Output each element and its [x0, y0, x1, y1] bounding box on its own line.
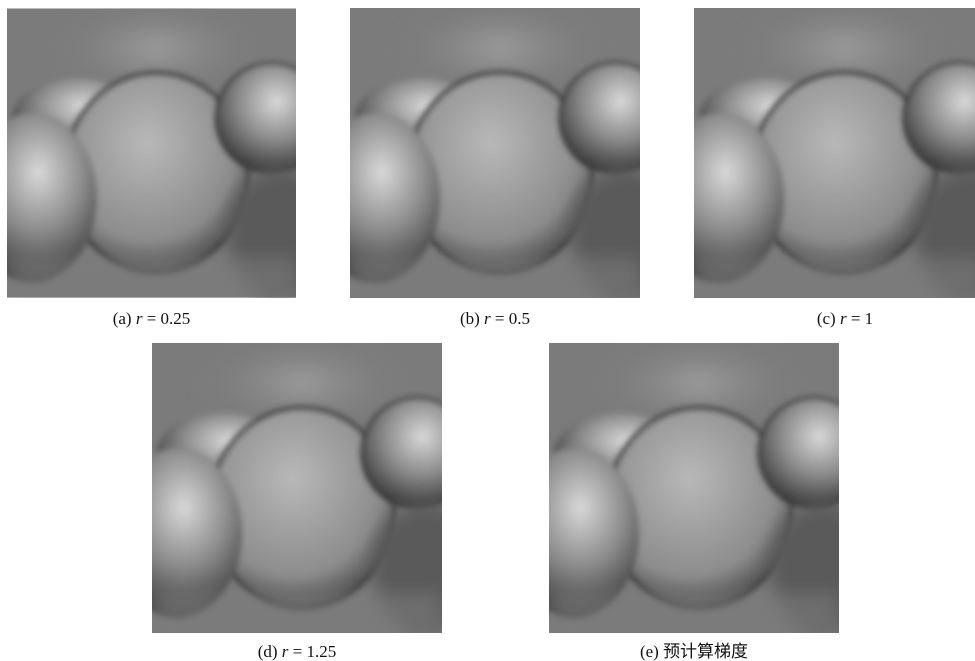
- caption-var: r: [840, 309, 847, 328]
- caption-var: r: [484, 309, 491, 328]
- caption: (c) r = 1: [817, 309, 873, 328]
- panel-image: [654, 0, 975, 298]
- caption: (b) r = 0.5: [460, 309, 530, 328]
- caption: (d) r = 1.25: [258, 642, 337, 661]
- caption: (a) r = 0.25: [113, 309, 191, 328]
- panel-image: [509, 333, 879, 633]
- caption-tag: (c): [817, 309, 836, 328]
- panel-image: [310, 0, 680, 298]
- caption-var: r: [136, 309, 143, 328]
- caption-var: r: [282, 642, 289, 661]
- caption-tag: (a): [113, 309, 132, 328]
- caption: (e) 预计算梯度: [640, 642, 748, 661]
- caption-eq: = 1: [851, 309, 873, 328]
- caption-text: 预计算梯度: [663, 642, 748, 661]
- caption-tag: (e): [640, 642, 659, 661]
- caption-tag: (b): [460, 309, 480, 328]
- caption-tag: (d): [258, 642, 278, 661]
- figure: (a) r = 0.25 (b) r = 0.5 (c) r = 1 (d) r = …: [0, 0, 975, 661]
- caption-eq: = 1.25: [293, 642, 337, 661]
- panel-image: [112, 333, 482, 633]
- caption-eq: = 0.25: [147, 309, 191, 328]
- panel-image: [0, 0, 336, 297]
- caption-eq: = 0.5: [495, 309, 530, 328]
